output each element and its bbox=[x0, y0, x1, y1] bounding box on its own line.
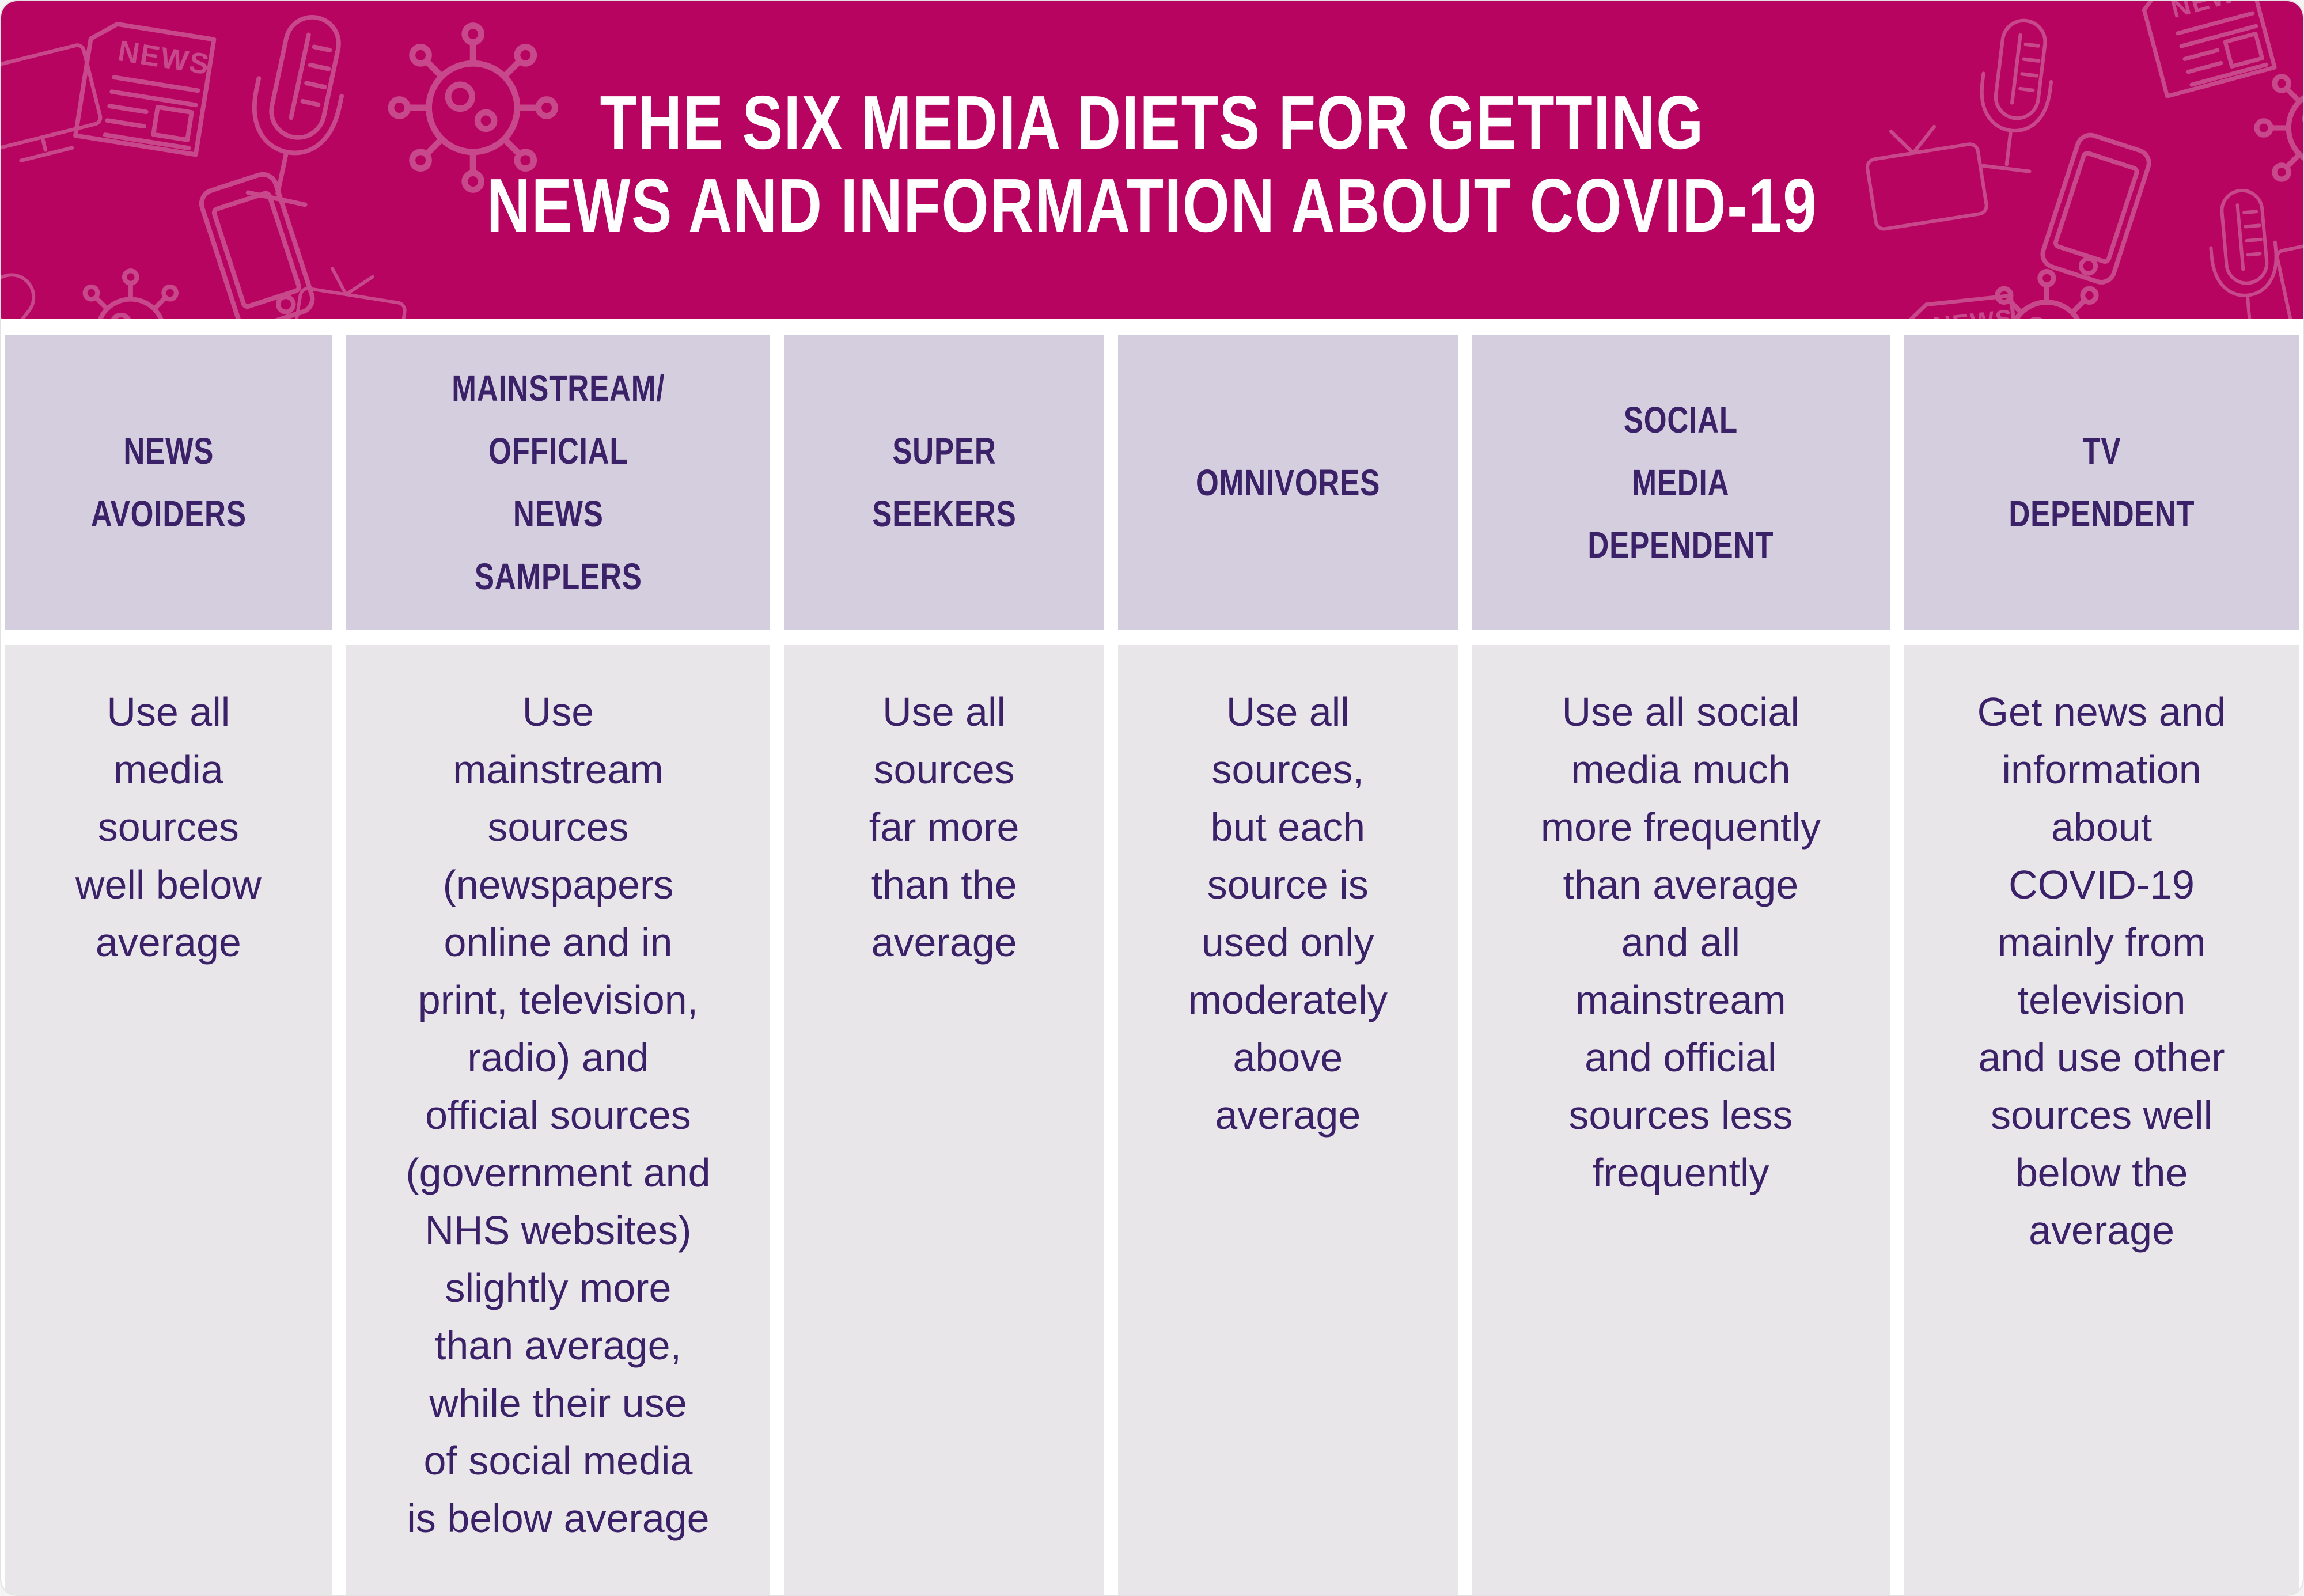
column-description-text: Use mainstream sources (newspapers onlin… bbox=[406, 689, 711, 1541]
column-description-text: Use all social media much more frequentl… bbox=[1540, 689, 1821, 1195]
column-header-label: NEWS AVOIDERS bbox=[90, 430, 247, 534]
column-header-label: SOCIAL MEDIA DEPENDENT bbox=[1587, 399, 1774, 566]
column-header-tv-dependent: TV DEPENDENT bbox=[1904, 335, 2299, 630]
column-description-mainstream-official-news-samplers: Use mainstream sources (newspapers onlin… bbox=[346, 645, 771, 1595]
column-description-omnivores: Use all sources, but each source is used… bbox=[1118, 645, 1458, 1595]
column-description-text: Get news and information about COVID-19 … bbox=[1977, 689, 2226, 1253]
column-header-social-media-dependent: SOCIAL MEDIA DEPENDENT bbox=[1471, 335, 1890, 630]
page-title-text: THE SIX MEDIA DIETS FOR GETTING NEWS AND… bbox=[486, 80, 1818, 248]
hero-banner: NEWS bbox=[1, 1, 2303, 319]
page-title: THE SIX MEDIA DIETS FOR GETTING NEWS AND… bbox=[1, 1, 2303, 319]
column-header-label: MAINSTREAM/ OFFICIAL NEWS SAMPLERS bbox=[451, 367, 665, 597]
column-header-omnivores: OMNIVORES bbox=[1118, 335, 1458, 630]
column-header-super-seekers: SUPER SEEKERS bbox=[784, 335, 1105, 630]
column-header-label: SUPER SEEKERS bbox=[871, 430, 1017, 534]
column-description-text: Use all sources, but each source is used… bbox=[1188, 689, 1388, 1138]
column-description-text: Use all sources far more than the averag… bbox=[869, 689, 1020, 965]
column-description-news-avoiders: Use all media sources well below average bbox=[5, 645, 332, 1595]
column-header-label: TV DEPENDENT bbox=[2009, 430, 2195, 534]
column-description-tv-dependent: Get news and information about COVID-19 … bbox=[1904, 645, 2299, 1595]
column-header-label: OMNIVORES bbox=[1195, 461, 1380, 503]
column-descriptions-row: Use all media sources well below average… bbox=[5, 645, 2299, 1595]
column-header-news-avoiders: NEWS AVOIDERS bbox=[5, 335, 332, 630]
column-headers-row: NEWS AVOIDERS MAINSTREAM/ OFFICIAL NEWS … bbox=[5, 335, 2299, 630]
column-header-mainstream-official-news-samplers: MAINSTREAM/ OFFICIAL NEWS SAMPLERS bbox=[346, 335, 771, 630]
column-description-super-seekers: Use all sources far more than the averag… bbox=[784, 645, 1105, 1595]
column-description-text: Use all media sources well below average bbox=[75, 689, 262, 965]
column-description-social-media-dependent: Use all social media much more frequentl… bbox=[1471, 645, 1890, 1595]
